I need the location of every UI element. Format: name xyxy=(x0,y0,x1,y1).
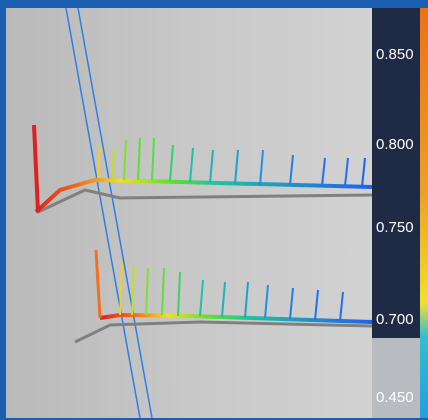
visualization: 0.850 0.800 0.750 0.700 0.450 xyxy=(0,0,428,420)
render-area xyxy=(6,8,372,418)
page: {"colorbar": {"labels": ["0.850", "0.800… xyxy=(0,0,428,420)
colorbar xyxy=(420,8,428,418)
colorbar-label: 0.850 xyxy=(376,46,414,63)
colorbar-label: 0.700 xyxy=(376,311,414,328)
legend-panel-lower xyxy=(372,338,420,418)
colorbar-label: 0.450 xyxy=(376,389,414,406)
colorbar-label: 0.800 xyxy=(376,136,414,153)
colorbar-label: 0.750 xyxy=(376,219,414,236)
